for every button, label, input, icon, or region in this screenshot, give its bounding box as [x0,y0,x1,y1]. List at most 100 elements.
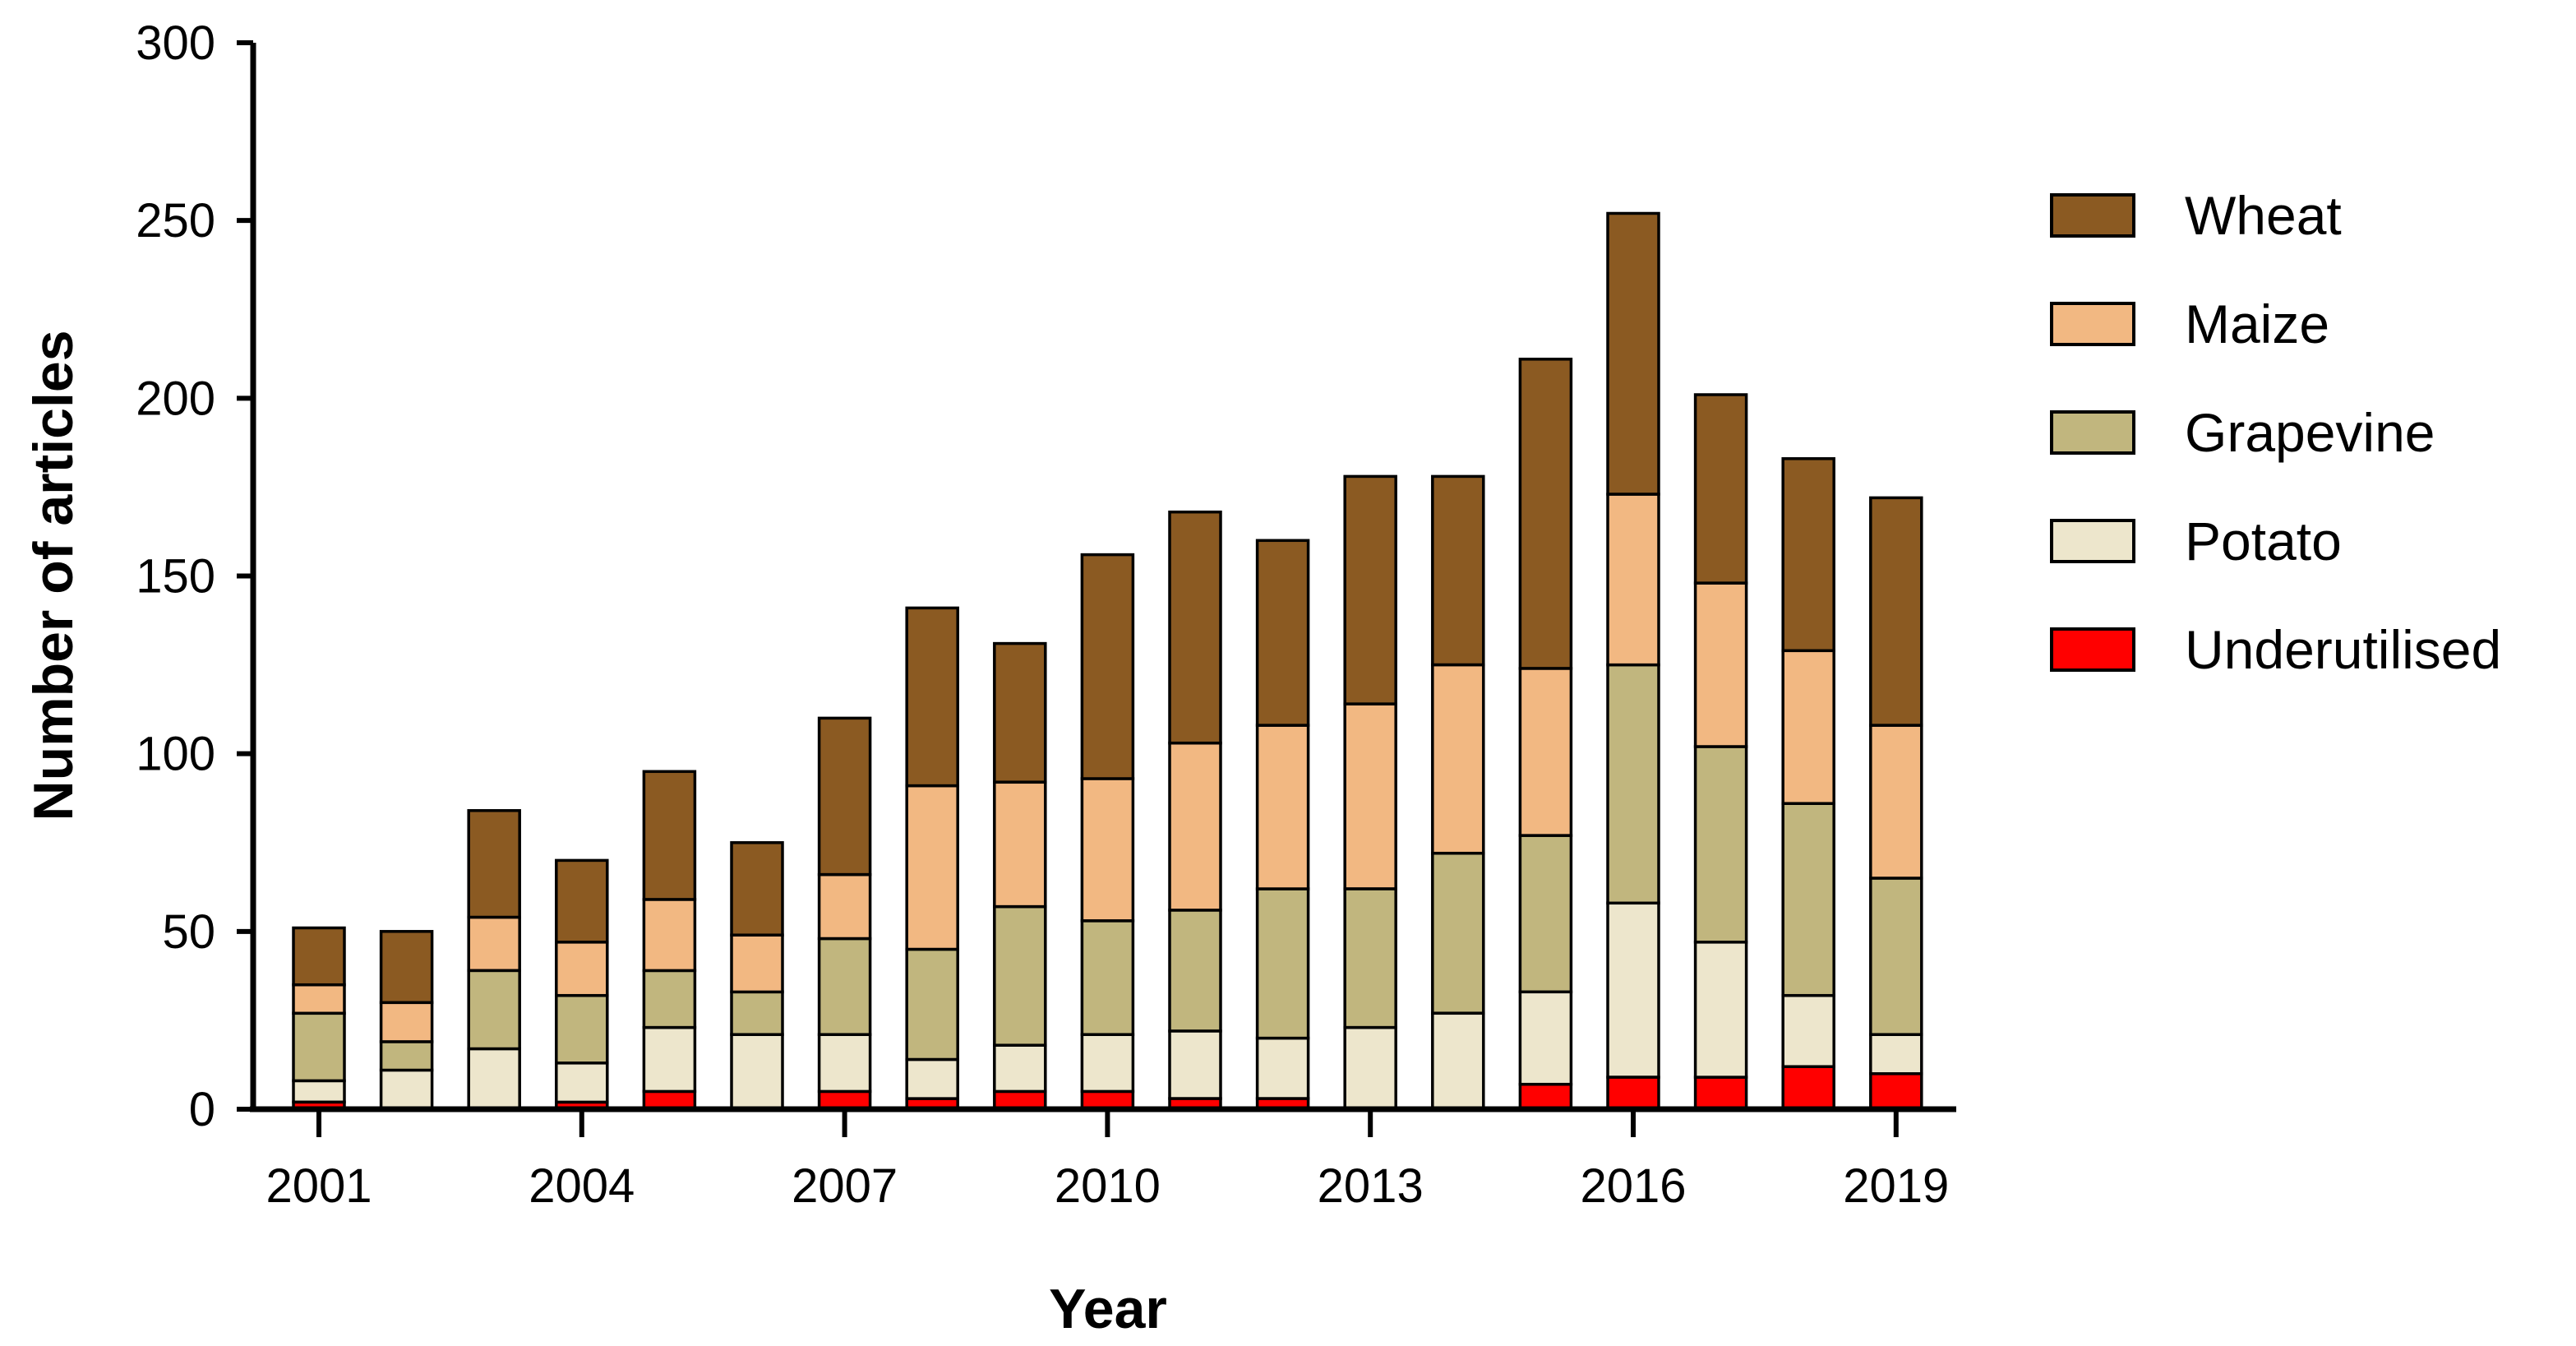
bar-grapevine-2014 [1431,851,1485,1015]
y-tick-label-150: 150 [136,550,215,604]
bar-grapevine-2003 [467,969,521,1051]
bar-underutilised-2015 [1518,1082,1573,1111]
x-axis-title: Year [1049,1278,1167,1340]
bar-grapevine-2010 [1080,919,1135,1036]
bar-grapevine-2008 [905,947,959,1062]
bar-wheat-2014 [1431,474,1485,667]
bar-maize-2003 [467,915,521,973]
bar-maize-2013 [1343,702,1397,890]
y-tick-label-100: 100 [136,728,215,781]
x-tick-label-2019: 2019 [1843,1159,1949,1213]
legend-swatch-potato [2050,519,2135,563]
bar-wheat-2008 [905,606,959,788]
bar-grapevine-2005 [642,969,697,1029]
bar-maize-2012 [1255,724,1310,890]
bar-wheat-2002 [379,930,434,1005]
legend-swatch-underutilised [2050,627,2135,672]
legend-label-grapevine: Grapevine [2185,402,2435,463]
bar-grapevine-2006 [730,990,784,1036]
bar-wheat-2001 [292,926,346,987]
bar-potato-2008 [905,1057,959,1100]
bar-maize-2008 [905,784,959,951]
bar-potato-2010 [1080,1033,1135,1094]
bar-potato-2015 [1518,990,1573,1086]
bar-grapevine-2001 [292,1011,346,1083]
bar-grapevine-2009 [993,904,1047,1047]
x-tick-label-2016: 2016 [1580,1159,1686,1213]
bar-wheat-2003 [467,809,521,919]
bar-grapevine-2012 [1255,887,1310,1040]
bar-potato-2012 [1255,1036,1310,1100]
bars-layer [292,211,1923,1111]
bar-grapevine-2002 [379,1040,434,1072]
bar-maize-2006 [730,933,784,994]
bar-maize-2004 [555,941,609,997]
bar-wheat-2018 [1781,457,1835,653]
bar-grapevine-2018 [1781,802,1835,997]
bar-maize-2014 [1431,663,1485,855]
x-ticks-layer: 2001 2004 2007 2010 2013 2016 2019 [265,1109,1949,1213]
bar-maize-2010 [1080,777,1135,923]
bar-potato-2009 [993,1043,1047,1094]
bar-wheat-2013 [1343,474,1397,705]
bar-wheat-2005 [642,770,697,901]
bar-grapevine-2019 [1869,877,1923,1036]
bar-maize-2007 [817,872,872,941]
bar-underutilised-2017 [1693,1075,1748,1111]
x-tick-label-2013: 2013 [1318,1159,1424,1213]
y-ticks-layer: 0 50 100 150 200 250 300 [136,16,253,1136]
bar-potato-2002 [379,1068,434,1111]
bar-maize-2016 [1606,493,1660,667]
legend: Wheat Maize Grapevine Potato Underutilised [2050,185,2501,680]
y-axis-title: Number of articles [22,330,85,821]
y-tick-label-0: 0 [189,1083,215,1136]
bar-wheat-2004 [555,858,609,944]
legend-label-maize: Maize [2185,294,2329,354]
bar-wheat-2011 [1168,510,1222,745]
bar-wheat-2016 [1606,211,1660,496]
y-tick-label-200: 200 [136,372,215,425]
bar-maize-2009 [993,780,1047,909]
bar-maize-2018 [1781,649,1835,805]
bar-potato-2003 [467,1047,521,1111]
bar-potato-2013 [1343,1025,1397,1111]
legend-swatch-grapevine [2050,410,2135,455]
y-tick-label-50: 50 [162,905,215,959]
bar-maize-2019 [1869,724,1923,880]
bar-grapevine-2017 [1693,745,1748,944]
bar-underutilised-2019 [1869,1072,1923,1111]
bar-potato-2001 [292,1079,346,1104]
x-tick-label-2001: 2001 [265,1159,372,1213]
bar-maize-2005 [642,898,697,973]
legend-swatch-maize [2050,302,2135,346]
bar-maize-2011 [1168,741,1222,912]
legend-label-underutilised: Underutilised [2185,619,2501,680]
bar-potato-2006 [730,1033,784,1111]
bar-grapevine-2016 [1606,663,1660,905]
bar-grapevine-2011 [1168,909,1222,1033]
x-tick-label-2010: 2010 [1055,1159,1161,1213]
bar-wheat-2006 [730,841,784,937]
bar-potato-2016 [1606,901,1660,1079]
bar-wheat-2007 [817,716,872,877]
bar-potato-2017 [1693,941,1748,1079]
bar-potato-2019 [1869,1033,1923,1075]
bar-underutilised-2016 [1606,1075,1660,1111]
bar-potato-2011 [1168,1029,1222,1100]
bar-potato-2004 [555,1062,609,1104]
x-tick-label-2004: 2004 [529,1159,635,1213]
x-tick-label-2007: 2007 [792,1159,898,1213]
y-tick-label-300: 300 [136,16,215,70]
y-tick-label-250: 250 [136,194,215,247]
bar-wheat-2012 [1255,539,1310,727]
bar-maize-2001 [292,983,346,1015]
bar-potato-2005 [642,1025,697,1094]
legend-swatch-wheat [2050,193,2135,238]
bar-grapevine-2007 [817,937,872,1036]
bar-wheat-2009 [993,641,1047,784]
legend-label-wheat: Wheat [2185,185,2342,246]
bar-maize-2017 [1693,581,1748,748]
bar-wheat-2019 [1869,496,1923,727]
bar-potato-2018 [1781,993,1835,1068]
